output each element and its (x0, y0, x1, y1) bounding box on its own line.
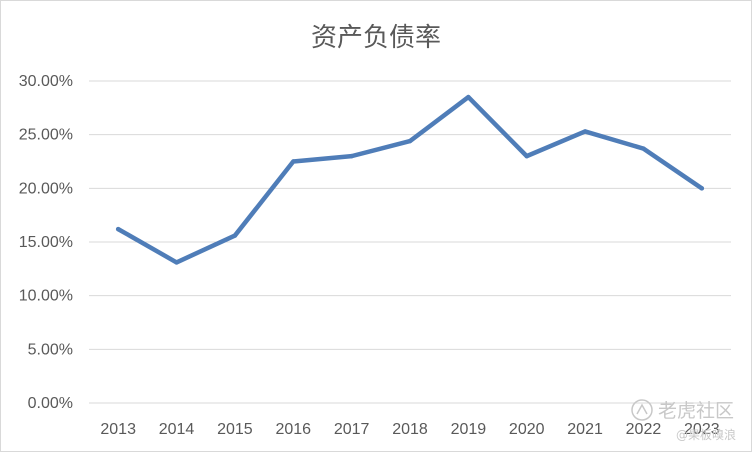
series-line (115, 94, 705, 265)
y-tick-label: 15.00% (19, 234, 73, 251)
x-tick-label: 2021 (567, 421, 603, 438)
y-tick-label: 20.00% (19, 180, 73, 197)
data-point (232, 233, 238, 238)
data-point (641, 146, 646, 151)
x-tick-label: 2023 (684, 421, 720, 438)
y-tick-label: 5.00% (28, 341, 73, 358)
watermark-brand: 老虎社区 (658, 400, 734, 422)
data-point (349, 153, 354, 159)
data-point (699, 186, 705, 191)
data-point (407, 138, 413, 144)
tiger-logo-icon (631, 399, 653, 421)
watermark: 老虎社区 @果板嗅浪 (631, 399, 736, 442)
y-tick-label: 30.00% (19, 73, 73, 90)
x-tick-label: 2013 (100, 421, 136, 438)
y-tick-label: 10.00% (19, 288, 73, 305)
chart-title: 资产负债率 (311, 23, 441, 53)
x-tick-label: 2022 (626, 421, 662, 438)
data-point (582, 129, 588, 134)
data-point (466, 94, 471, 100)
y-axis-tick-labels: 0.00% 5.00% 10.00% 15.00% 20.00% 25.00% 30.00% (19, 73, 73, 412)
data-point (115, 226, 121, 232)
data-point (291, 159, 296, 164)
x-tick-label: 2020 (509, 421, 545, 438)
x-tick-label: 2019 (451, 421, 487, 438)
data-point (524, 153, 529, 159)
x-axis-tick-labels: 2013 2014 2015 2016 2017 2018 2019 2020 2021 2022… (100, 421, 719, 438)
watermark-user: @果板嗅浪 (676, 427, 736, 442)
y-tick-label: 25.00% (19, 127, 73, 144)
series-layer (115, 94, 705, 265)
x-tick-label: 2017 (334, 421, 370, 438)
x-tick-label: 2016 (275, 421, 311, 438)
x-tick-label: 2018 (392, 421, 428, 438)
y-tick-label: 0.00% (28, 395, 73, 412)
x-tick-label: 2014 (159, 421, 195, 438)
gridlines (89, 80, 731, 404)
data-point (174, 260, 179, 265)
x-tick-label: 2015 (217, 421, 253, 438)
